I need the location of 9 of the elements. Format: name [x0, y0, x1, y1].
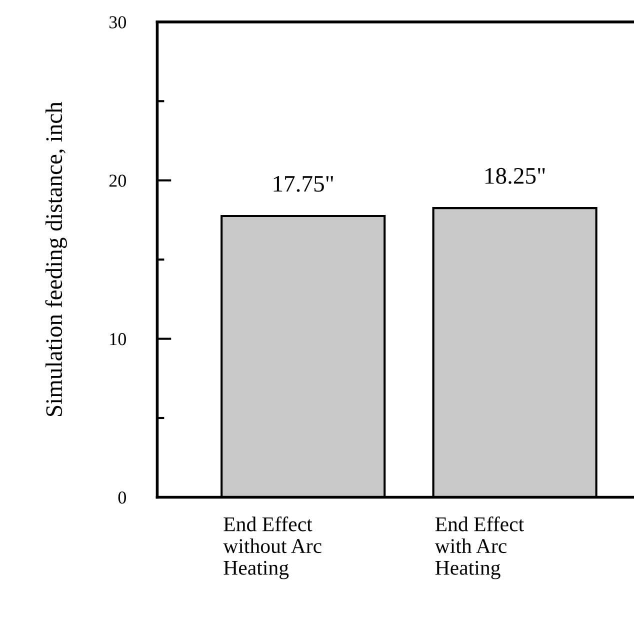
y-tick-label: 20: [109, 174, 126, 187]
y-tick-label: 0: [118, 491, 126, 504]
y-tick-label: 10: [110, 333, 126, 346]
y-tick-label: 30: [109, 16, 126, 28]
data-label: 17.75": [274, 176, 334, 192]
data-label: 18.25": [486, 168, 545, 184]
x-tick-label: End Effect with Arc Heating: [434, 516, 524, 580]
y-axis-title: Simulation feeding distance, inch: [45, 102, 67, 416]
x-tick-label: End Effect without Arc Heating: [223, 516, 322, 580]
